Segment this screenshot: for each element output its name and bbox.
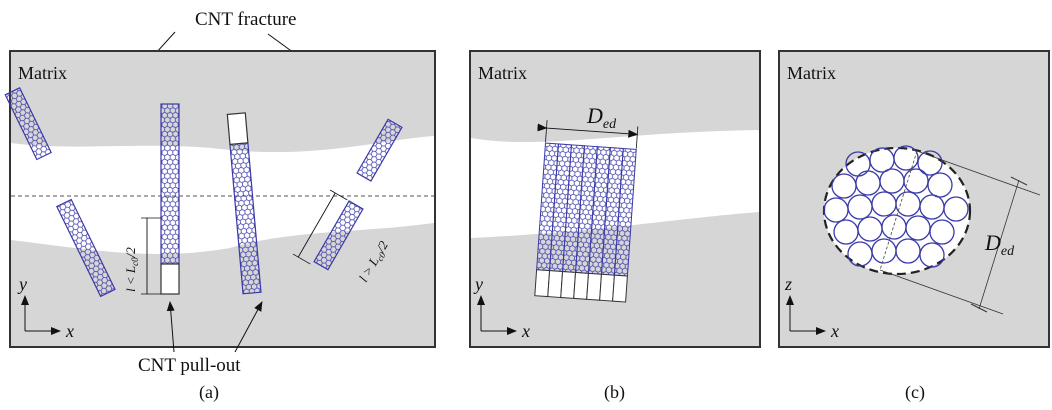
- len-dim-a-right: [292, 189, 348, 265]
- dimension-tick-bottom: [970, 303, 988, 313]
- panel-label-a: (a): [199, 382, 219, 403]
- len-less-label: l < Lc0/2: [123, 247, 140, 292]
- tube-cross-section: [893, 145, 919, 171]
- axis-z-label-c: z: [784, 274, 792, 294]
- cnt-fractured-upper-right: [356, 118, 403, 182]
- axis-x-label-b: x: [521, 321, 530, 341]
- cnt-pullout-label: CNT pull-out: [138, 355, 241, 376]
- panel-b: Matrix Ded y x: [469, 50, 761, 348]
- bundle-cross-section-tubes: [823, 145, 969, 268]
- cnt-fractured-lower-left: [56, 198, 116, 298]
- diameter-tick-left: [545, 120, 548, 143]
- tangent-line-top: [916, 150, 1041, 196]
- cnt-pullout-tilted: [226, 112, 262, 295]
- diameter-dim-line-b: [537, 123, 639, 138]
- panel-label-c: (c): [905, 382, 925, 403]
- axes-a: y x: [17, 274, 74, 341]
- tube-cross-section: [943, 196, 969, 222]
- matrix-label-a: Matrix: [18, 63, 67, 83]
- panel-a: Matrix l < Lc0/2: [4, 50, 436, 348]
- bundle-tube: [612, 147, 637, 303]
- bundle-diameter-dashed: [879, 150, 918, 271]
- axes-b: y x: [473, 274, 530, 341]
- axis-y-label-b: y: [473, 274, 483, 294]
- dimension-tick-top: [1010, 176, 1028, 186]
- matrix-label-b: Matrix: [478, 63, 527, 83]
- tube-cross-section: [927, 172, 953, 198]
- axis-y-label-a: y: [17, 274, 27, 294]
- dimension-line-c: [978, 179, 1020, 310]
- cnt-pullout-vertical: [160, 103, 180, 295]
- pullout-arrow-left: [166, 301, 175, 353]
- diameter-tick-right: [635, 126, 639, 149]
- cnt-fractured-upper-left: [4, 86, 52, 161]
- diameter-label-b: Ded: [586, 103, 617, 132]
- matrix-label-c: Matrix: [787, 63, 836, 83]
- tube-cross-section: [919, 242, 945, 268]
- axes-c: z x: [784, 274, 839, 341]
- axis-x-label-c: x: [830, 321, 839, 341]
- tube-cross-section: [929, 219, 955, 245]
- panel-label-b: (b): [604, 382, 625, 403]
- diameter-label-c: Ded: [984, 230, 1015, 259]
- pullout-arrow-right: [234, 301, 263, 353]
- bundle-tube: [560, 144, 585, 299]
- crack-band-a: [11, 136, 434, 254]
- tube-cross-section: [917, 150, 943, 176]
- cnt-fractured-lower-right: [313, 200, 364, 271]
- cnt-fracture-label: CNT fracture: [195, 9, 296, 30]
- axis-x-label-a: x: [65, 321, 74, 341]
- cnt-bundle: [534, 120, 639, 303]
- tangent-line-bottom: [879, 269, 1004, 315]
- panel-c: Matrix: [778, 50, 1050, 348]
